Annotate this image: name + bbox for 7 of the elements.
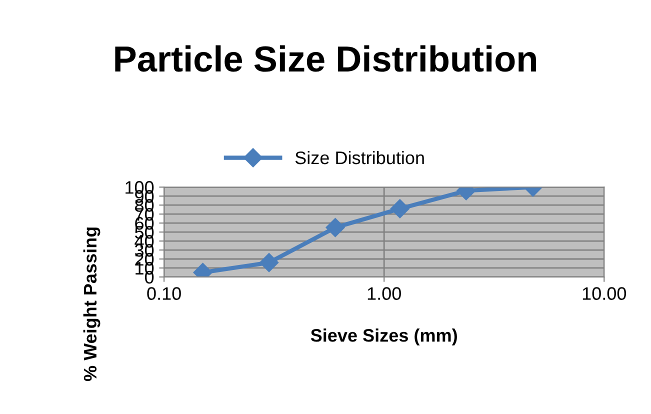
legend-label: Size Distribution	[295, 150, 424, 164]
y-axis-title: % Weight Passing	[83, 228, 100, 382]
chart-title: Particle Size Distribution	[115, 45, 536, 72]
x-axis-title: Sieve Sizes (mm)	[310, 328, 457, 346]
x-tick-label: 0.10	[147, 287, 181, 300]
x-tick-label: 10.00	[582, 287, 626, 300]
x-tick-label: 1.00	[368, 287, 401, 300]
